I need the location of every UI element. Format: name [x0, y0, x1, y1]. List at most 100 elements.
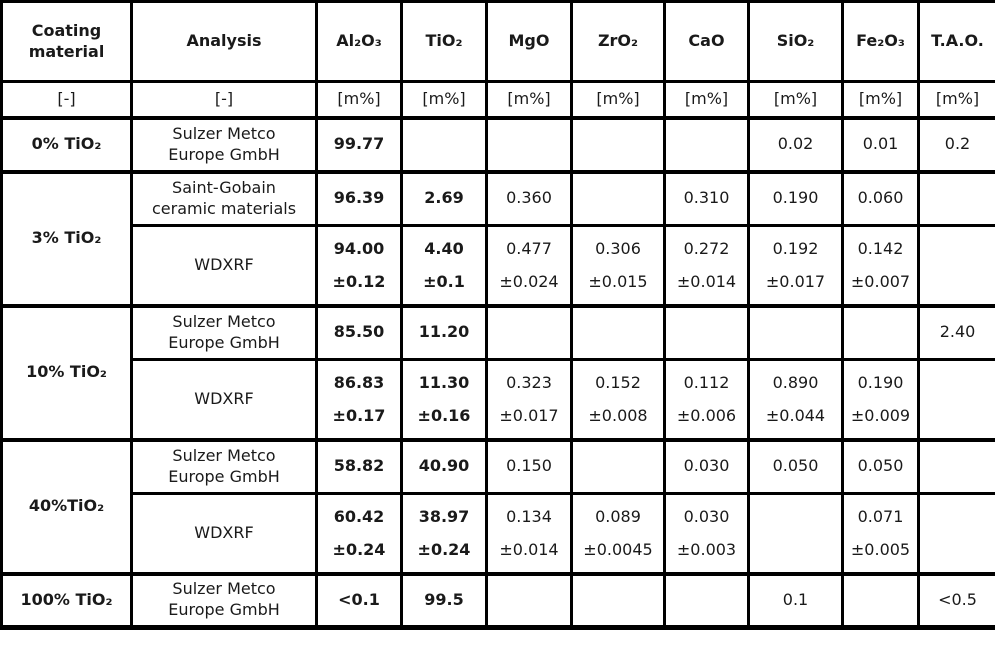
- uncertainty: ±0.014: [499, 539, 559, 559]
- uncertainty: ±0.005: [850, 539, 911, 559]
- uncertainty: ±0.16: [417, 405, 471, 425]
- uncertainty: ±0.24: [417, 539, 471, 559]
- value: 0.089: [595, 506, 641, 526]
- uncertainty: ±0.006: [676, 405, 737, 425]
- value: 0.192: [772, 238, 819, 258]
- value: 0.272: [683, 238, 730, 258]
- value: 0.152: [595, 372, 641, 392]
- value: 11.30: [418, 372, 470, 392]
- value-cell: [917, 358, 995, 441]
- value-cell: [747, 492, 844, 575]
- value-cell: 4.40 ±0.1: [400, 224, 488, 307]
- value-cell: 0.060: [841, 169, 920, 227]
- table-row: WDXRF 94.00 ±0.12 4.40 ±0.1 0.477 ±0.024 0.…: [2, 224, 995, 307]
- value-cell: [917, 437, 995, 495]
- value-cell: 0.150: [485, 437, 573, 495]
- value-cell: [841, 571, 920, 629]
- value-cell: [570, 303, 666, 361]
- uncertainty: ±0.003: [676, 539, 737, 559]
- value: 0.142: [857, 238, 904, 258]
- value: 0.306: [595, 238, 641, 258]
- value-cell: 0.142 ±0.007: [841, 224, 920, 307]
- value-cell: 96.39: [315, 169, 403, 227]
- value-cell: [570, 115, 666, 173]
- value-cell: 0.089 ±0.0045: [570, 492, 666, 575]
- value-cell: 0.890 ±0.044: [747, 358, 844, 441]
- value: 0.134: [506, 506, 552, 526]
- value: [752, 507, 839, 527]
- header-al2o3: Al₂O₃: [315, 0, 403, 83]
- uncertainty: ±0.024: [499, 271, 559, 291]
- value-cell: 0.2: [917, 115, 995, 173]
- unit-cell: [m%]: [485, 80, 573, 119]
- value-cell: 2.69: [400, 169, 488, 227]
- value-cell: 86.83 ±0.17: [315, 358, 403, 441]
- unit-cell: [m%]: [315, 80, 403, 119]
- composition-table: Coating material Analysis Al₂O₃ TiO₂ MgO…: [0, 0, 995, 630]
- analysis-cell: Sulzer Metco Europe GmbH: [130, 303, 318, 361]
- value-cell: 0.360: [485, 169, 573, 227]
- uncertainty: [922, 272, 993, 292]
- value-cell: 0.152 ±0.008: [570, 358, 666, 441]
- value-cell: 85.50: [315, 303, 403, 361]
- material-cell: 10% TiO₂: [0, 303, 133, 441]
- value: 38.97: [418, 506, 470, 526]
- value: [922, 507, 993, 527]
- value-cell: 58.82: [315, 437, 403, 495]
- value-cell: [917, 492, 995, 575]
- value-cell: [663, 115, 750, 173]
- value-cell: 0.030 ±0.003: [663, 492, 750, 575]
- header-mgo: MgO: [485, 0, 573, 83]
- uncertainty: ±0.1: [423, 271, 465, 291]
- value: 94.00: [333, 238, 385, 258]
- analysis-cell: Saint-Gobain ceramic materials: [130, 169, 318, 227]
- value-cell: [570, 571, 666, 629]
- value-cell: 0.477 ±0.024: [485, 224, 573, 307]
- uncertainty: [922, 540, 993, 560]
- value-cell: 0.272 ±0.014: [663, 224, 750, 307]
- header-tio2: TiO₂: [400, 0, 488, 83]
- value-cell: 0.323 ±0.017: [485, 358, 573, 441]
- header-sio2: SiO₂: [747, 0, 844, 83]
- value-cell: 0.050: [747, 437, 844, 495]
- value: 0.190: [857, 372, 904, 392]
- value-cell: [663, 303, 750, 361]
- analysis-cell: Sulzer Metco Europe GmbH: [130, 437, 318, 495]
- value-cell: 0.1: [747, 571, 844, 629]
- table-row: 10% TiO₂ Sulzer Metco Europe GmbH 85.50 …: [0, 303, 995, 441]
- unit-cell: [m%]: [747, 80, 844, 119]
- table-row: WDXRF 86.83 ±0.17 11.30 ±0.16 0.323 ±0.017 …: [2, 358, 995, 441]
- value-cell: 0.306 ±0.015: [570, 224, 666, 307]
- value-cell: [570, 437, 666, 495]
- value-cell: [485, 571, 573, 629]
- value-cell: 0.02: [747, 115, 844, 173]
- analysis-cell: Sulzer Metco Europe GmbH: [130, 571, 318, 629]
- value-cell: 94.00 ±0.12: [315, 224, 403, 307]
- material-cell: 100% TiO₂: [0, 571, 133, 629]
- value-cell: 0.190: [747, 169, 844, 227]
- value: 0.323: [506, 372, 552, 392]
- value: 60.42: [333, 506, 385, 526]
- value-cell: 0.112 ±0.006: [663, 358, 750, 441]
- unit-cell: [m%]: [841, 80, 920, 119]
- analysis-cell: WDXRF: [130, 358, 318, 441]
- value-cell: [747, 303, 844, 361]
- header-row: Coating material Analysis Al₂O₃ TiO₂ MgO…: [0, 0, 995, 83]
- value: 0.071: [857, 506, 904, 526]
- value-cell: [400, 115, 488, 173]
- uncertainty: ±0.12: [332, 271, 386, 291]
- uncertainty: ±0.017: [499, 405, 559, 425]
- value: 0.112: [683, 372, 730, 392]
- value: 0.477: [506, 238, 552, 258]
- uncertainty: ±0.009: [850, 405, 911, 425]
- table-row: WDXRF 60.42 ±0.24 38.97 ±0.24 0.134 ±0.014 …: [2, 492, 995, 575]
- material-cell: 3% TiO₂: [0, 169, 133, 307]
- uncertainty: ±0.007: [850, 271, 911, 291]
- analysis-cell: WDXRF: [130, 224, 318, 307]
- value-cell: 0.050: [841, 437, 920, 495]
- material-cell: 40%TiO₂: [0, 437, 133, 575]
- value-cell: 11.30 ±0.16: [400, 358, 488, 441]
- uncertainty: ±0.17: [332, 405, 386, 425]
- table-row: 40%TiO₂ Sulzer Metco Europe GmbH 58.82 4…: [0, 437, 995, 575]
- unit-cell: [m%]: [663, 80, 750, 119]
